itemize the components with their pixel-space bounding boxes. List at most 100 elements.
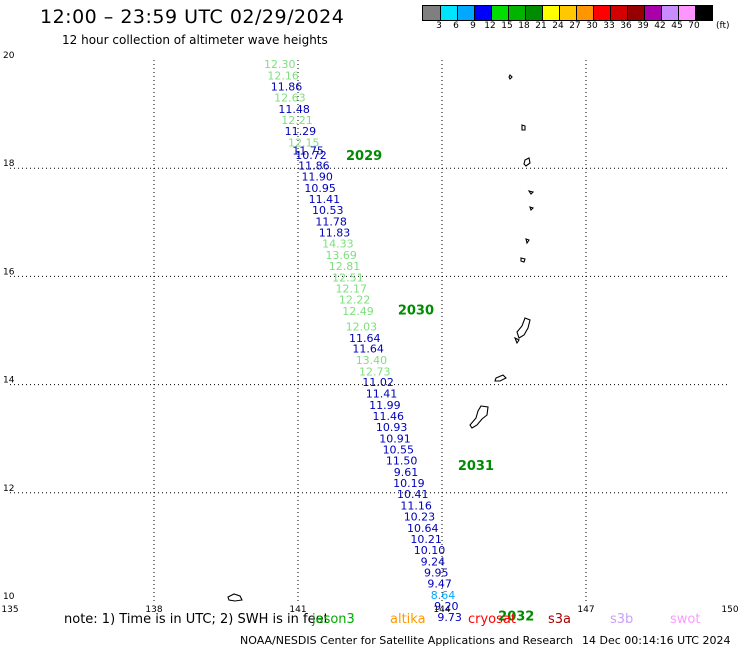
- legend-swatch: [457, 6, 474, 20]
- island-outline: [516, 317, 531, 339]
- legend-swatch: [542, 6, 559, 20]
- wave-height-label: 11.64: [352, 343, 384, 356]
- axis-ticks: 135 138 141 144 147 150 10 12 14 16 18 20: [1, 51, 738, 615]
- lon-tick-label: 138: [145, 605, 162, 615]
- wave-height-label: 11.29: [285, 125, 317, 138]
- wave-height-label: 9.20: [434, 600, 459, 613]
- wave-height-label: 10.91: [379, 432, 411, 445]
- wave-height-label: 10.21: [410, 533, 442, 546]
- legend-swatch: [678, 6, 695, 20]
- legend-tick-label: 3: [436, 21, 442, 31]
- lon-tick-label: 141: [289, 605, 306, 615]
- wave-height-label: 11.64: [349, 332, 381, 345]
- wave-height-label: 11.86: [298, 159, 330, 172]
- wave-height-label: 11.75: [292, 145, 324, 158]
- wave-height-label: 10.19: [393, 477, 425, 490]
- wave-height-label: 12.22: [339, 293, 371, 306]
- wave-height-label: 11.90: [301, 171, 333, 184]
- wave-height-label: 11.86: [271, 80, 303, 93]
- island-outline: [469, 405, 489, 429]
- lat-tick-label: 10: [3, 592, 15, 602]
- map-title: 12:00 – 23:59 UTC 02/29/2024: [40, 6, 345, 28]
- wave-height-label: 12.51: [332, 271, 364, 284]
- legend-tick-label: 30: [586, 21, 598, 31]
- legend-swatch: [576, 6, 593, 20]
- wave-height-label: 11.02: [362, 376, 394, 389]
- wave-height-label: 11.78: [315, 216, 347, 229]
- wave-height-label: 12.17: [336, 283, 368, 296]
- satellite-label-jason3: jason3: [312, 612, 355, 627]
- hour-marker-label: 2029: [346, 149, 382, 164]
- hour-markers: 2029 2030 2031 2032: [346, 149, 534, 624]
- legend-swatch: [508, 6, 525, 20]
- wave-height-label: 12.63: [274, 92, 306, 105]
- legend-swatch: [695, 6, 712, 20]
- wave-height-label: 8.64: [431, 589, 456, 602]
- wave-height-label: 12.49: [342, 305, 374, 318]
- legend-tick-label: 70: [688, 21, 700, 31]
- map-grid: [10, 60, 730, 601]
- map-subtitle: 12 hour collection of altimeter wave hei…: [62, 33, 328, 47]
- lat-tick-label: 12: [3, 484, 14, 494]
- legend-tick-label: 39: [637, 21, 649, 31]
- wave-height-label: 12.16: [267, 69, 299, 82]
- island-outline: [521, 124, 526, 131]
- wave-height-label: 11.83: [319, 226, 351, 239]
- legend-tick-label: 36: [620, 21, 632, 31]
- hour-marker-label: 2032: [498, 609, 534, 624]
- legend-swatch: [627, 6, 644, 20]
- wave-height-label: 11.41: [366, 388, 398, 401]
- hour-marker-label: 2030: [398, 303, 434, 318]
- wave-height-label: 11.46: [372, 410, 404, 423]
- wave-height-label: 10.41: [397, 488, 429, 501]
- island-outline: [520, 257, 526, 263]
- footer-note: note: 1) Time is in UTC; 2) SWH is in fe…: [64, 612, 329, 627]
- wave-height-label: 10.10: [414, 544, 446, 557]
- island-outline: [494, 374, 507, 382]
- wave-height-label: 9.73: [437, 611, 462, 624]
- satellite-label-s3a: s3a: [548, 612, 572, 627]
- legend-tick-label: 27: [569, 21, 581, 31]
- wave-height-label: 10.93: [376, 421, 408, 434]
- legend-tick-label: 18: [518, 21, 530, 31]
- legend-swatch: [423, 6, 440, 20]
- wave-height-label: 10.55: [383, 443, 415, 456]
- legend-tick-label: 42: [654, 21, 666, 31]
- wave-height-label: 12.81: [329, 260, 361, 273]
- wave-height-label: 12.03: [346, 321, 378, 334]
- legend-swatch: [525, 6, 542, 20]
- legend-swatch: [661, 6, 678, 20]
- lat-tick-label: 20: [3, 51, 15, 61]
- wave-height-label: 11.50: [386, 455, 418, 468]
- wave-height-label: 9.47: [427, 577, 452, 590]
- legend-swatch: [474, 6, 491, 20]
- lat-tick-label: 18: [3, 159, 15, 169]
- satellite-label-cryosat: cryosat: [468, 612, 516, 627]
- island-outline: [523, 157, 531, 167]
- island-outline: [527, 190, 535, 195]
- hour-marker-label: 2031: [458, 459, 494, 474]
- wave-height-label: 10.23: [404, 510, 436, 523]
- lon-tick-label: 150: [721, 605, 738, 615]
- wave-height-label: 12.30: [264, 58, 296, 71]
- island-outline: [227, 593, 243, 602]
- wave-height-label: 11.41: [309, 193, 341, 206]
- legend-tick-label: 6: [453, 21, 459, 31]
- altimeter-track: 12.3012.1611.8612.6311.4812.2111.2912.15…: [264, 58, 462, 624]
- wave-height-label: 11.48: [278, 103, 310, 116]
- legend-swatch: [610, 6, 627, 20]
- legend-swatch: [593, 6, 610, 20]
- color-legend: [422, 5, 713, 21]
- legend-swatch: [644, 6, 661, 20]
- wave-height-label: 10.64: [407, 522, 439, 535]
- lon-tick-label: 144: [433, 605, 450, 615]
- lon-tick-label: 135: [1, 605, 18, 615]
- legend-tick-label: 24: [552, 21, 564, 31]
- satellite-label-s3b: s3b: [610, 612, 634, 627]
- wave-height-label: 10.72: [295, 149, 327, 162]
- wave-height-label: 11.16: [400, 500, 432, 513]
- legend-swatch: [491, 6, 508, 20]
- island-outline: [508, 74, 513, 80]
- wave-height-label: 10.53: [312, 204, 344, 217]
